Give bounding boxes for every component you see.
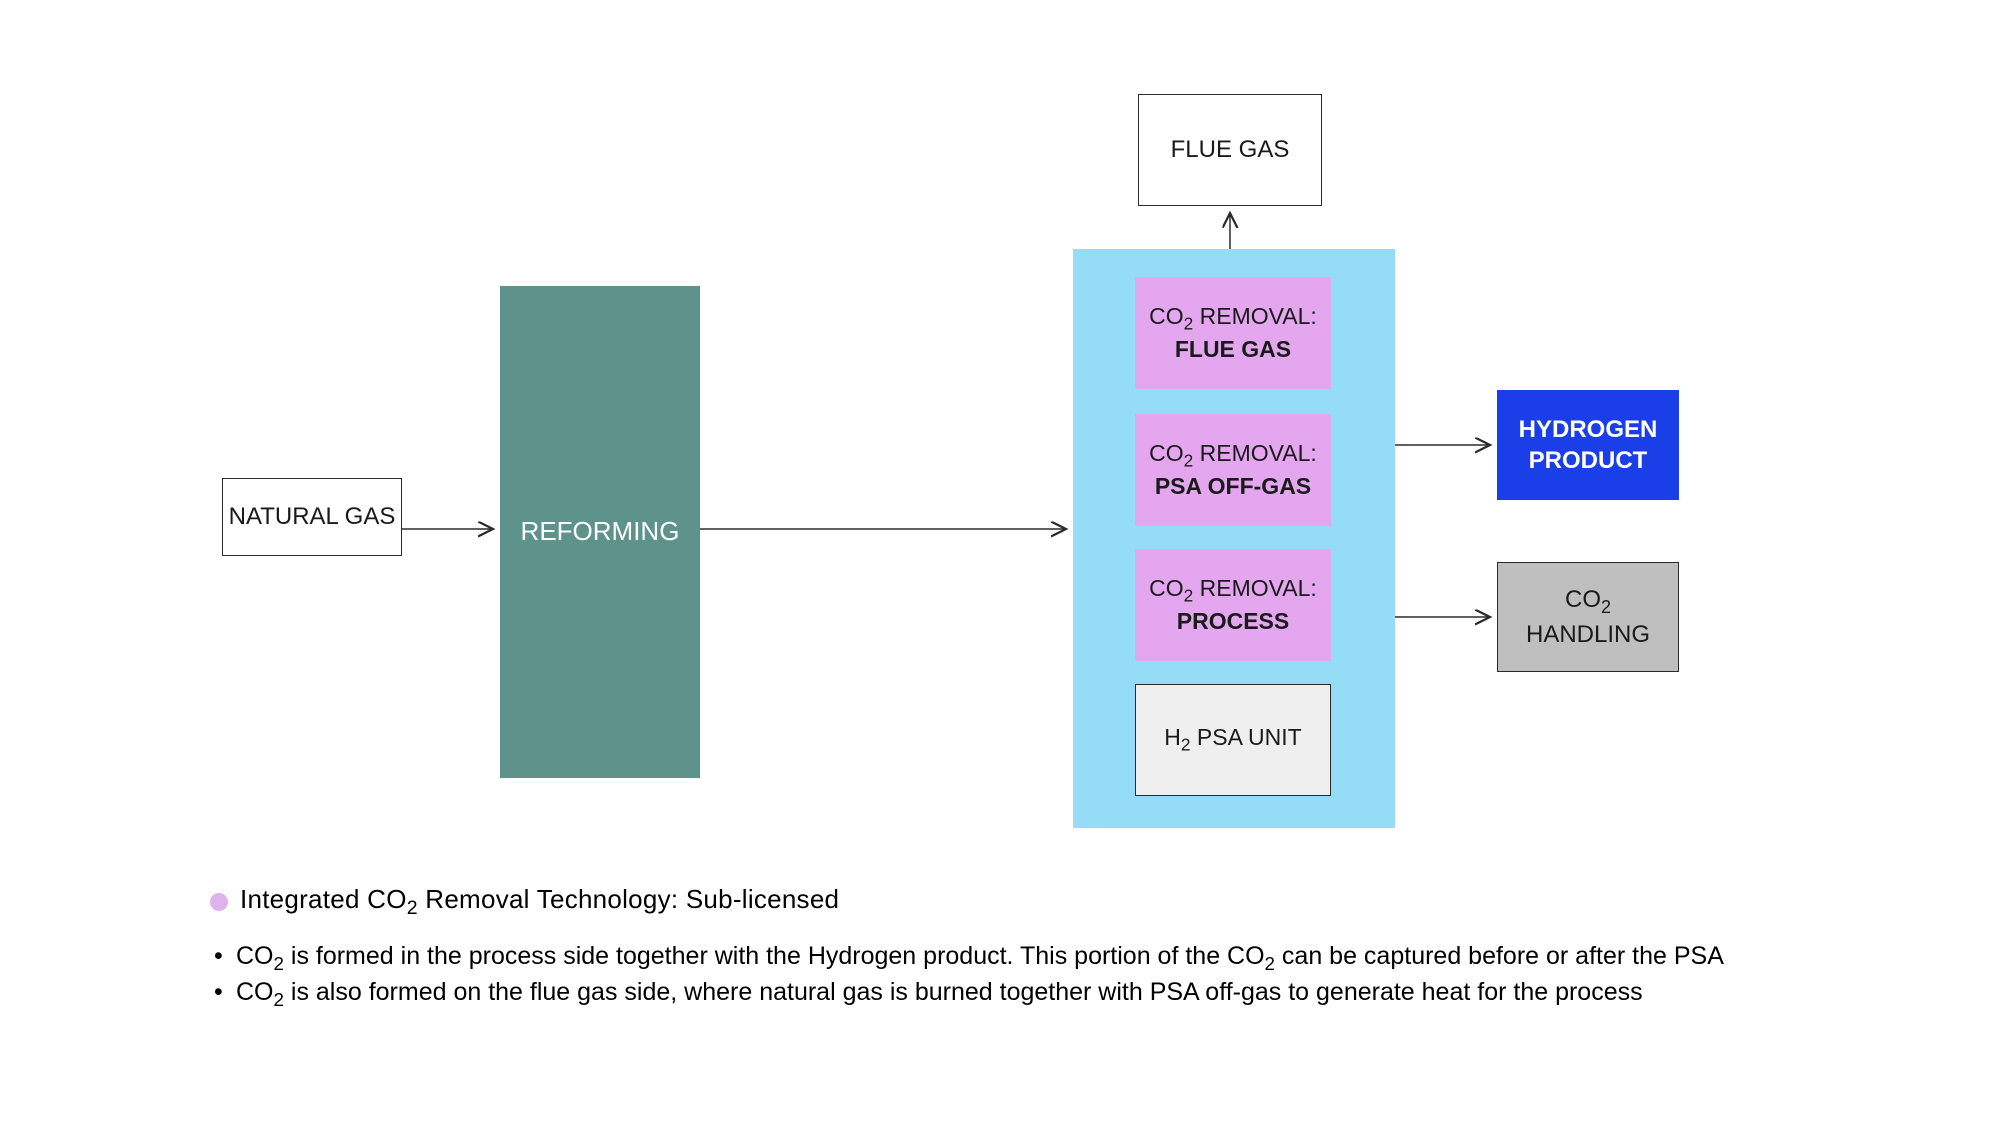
reforming-label: REFORMING — [521, 515, 680, 549]
co2-process-text: CO2 REMOVAL: PROCESS — [1149, 574, 1317, 637]
natural-gas-box: NATURAL GAS — [222, 478, 402, 556]
co2-handling-text: CO2 HANDLING — [1526, 584, 1650, 650]
co2-removal-flue-gas-box: CO2 REMOVAL: FLUE GAS — [1135, 277, 1331, 389]
hydrogen-product-text: HYDROGEN PRODUCT — [1519, 414, 1658, 476]
legend: Integrated CO2 Removal Technology: Sub-l… — [210, 884, 839, 920]
co2-removal-psa-offgas-box: CO2 REMOVAL: PSA OFF-GAS — [1135, 414, 1331, 526]
hydrogen-product-box: HYDROGEN PRODUCT — [1497, 390, 1679, 500]
flue-gas-label: FLUE GAS — [1171, 134, 1290, 165]
notes-list: CO2 is formed in the process side togeth… — [208, 940, 1724, 1013]
note-item: CO2 is formed in the process side togeth… — [208, 940, 1724, 976]
process-flow-diagram: NATURAL GAS REFORMING FLUE GAS CO2 REMOV… — [0, 0, 2000, 1125]
natural-gas-label: NATURAL GAS — [229, 501, 396, 532]
co2-removal-process-box: CO2 REMOVAL: PROCESS — [1135, 549, 1331, 661]
co2-flue-text: CO2 REMOVAL: FLUE GAS — [1149, 302, 1317, 365]
legend-dot-icon — [210, 893, 228, 911]
legend-text: Integrated CO2 Removal Technology: Sub-l… — [240, 884, 839, 920]
co2-handling-box: CO2 HANDLING — [1497, 562, 1679, 672]
flue-gas-box: FLUE GAS — [1138, 94, 1322, 206]
note-item: CO2 is also formed on the flue gas side,… — [208, 976, 1724, 1012]
reforming-box: REFORMING — [500, 286, 700, 778]
h2-psa-unit-box: H2 PSA UNIT — [1135, 684, 1331, 796]
co2-psa-text: CO2 REMOVAL: PSA OFF-GAS — [1149, 439, 1317, 502]
h2-psa-text: H2 PSA UNIT — [1164, 723, 1301, 756]
